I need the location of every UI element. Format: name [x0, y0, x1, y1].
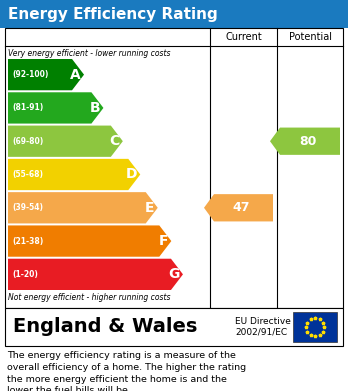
Text: C: C: [110, 134, 120, 148]
Text: Very energy efficient - lower running costs: Very energy efficient - lower running co…: [8, 49, 171, 58]
Text: F: F: [159, 234, 168, 248]
Text: (1-20): (1-20): [12, 270, 38, 279]
Text: Not energy efficient - higher running costs: Not energy efficient - higher running co…: [8, 293, 171, 302]
Bar: [5, 308, 343, 346]
Text: 47: 47: [233, 201, 250, 214]
Text: (39-54): (39-54): [12, 203, 43, 212]
Text: Energy Efficiency Rating: Energy Efficiency Rating: [8, 7, 218, 22]
Bar: [293, 312, 337, 342]
Text: The energy efficiency rating is a measure of the
overall efficiency of a home. T: The energy efficiency rating is a measur…: [7, 351, 246, 391]
Polygon shape: [8, 92, 103, 124]
Text: E: E: [145, 201, 155, 215]
Text: 80: 80: [299, 135, 317, 148]
Text: (21-38): (21-38): [12, 237, 43, 246]
Bar: [5, 28, 343, 308]
Text: B: B: [90, 101, 101, 115]
Text: Potential: Potential: [288, 32, 332, 42]
Polygon shape: [8, 159, 140, 190]
Text: A: A: [70, 68, 81, 82]
Polygon shape: [270, 127, 340, 155]
Polygon shape: [8, 126, 123, 157]
Text: Current: Current: [225, 32, 262, 42]
Text: (55-68): (55-68): [12, 170, 43, 179]
Polygon shape: [8, 59, 84, 90]
Polygon shape: [8, 192, 158, 223]
Text: EU Directive
2002/91/EC: EU Directive 2002/91/EC: [235, 317, 291, 337]
Text: (81-91): (81-91): [12, 104, 43, 113]
Polygon shape: [204, 194, 273, 221]
Polygon shape: [8, 259, 183, 290]
Text: (69-80): (69-80): [12, 137, 43, 146]
Text: G: G: [168, 267, 180, 282]
Text: England & Wales: England & Wales: [13, 317, 197, 337]
Polygon shape: [8, 226, 171, 257]
Text: D: D: [126, 167, 137, 181]
Bar: [0, 0, 348, 28]
Text: (92-100): (92-100): [12, 70, 48, 79]
